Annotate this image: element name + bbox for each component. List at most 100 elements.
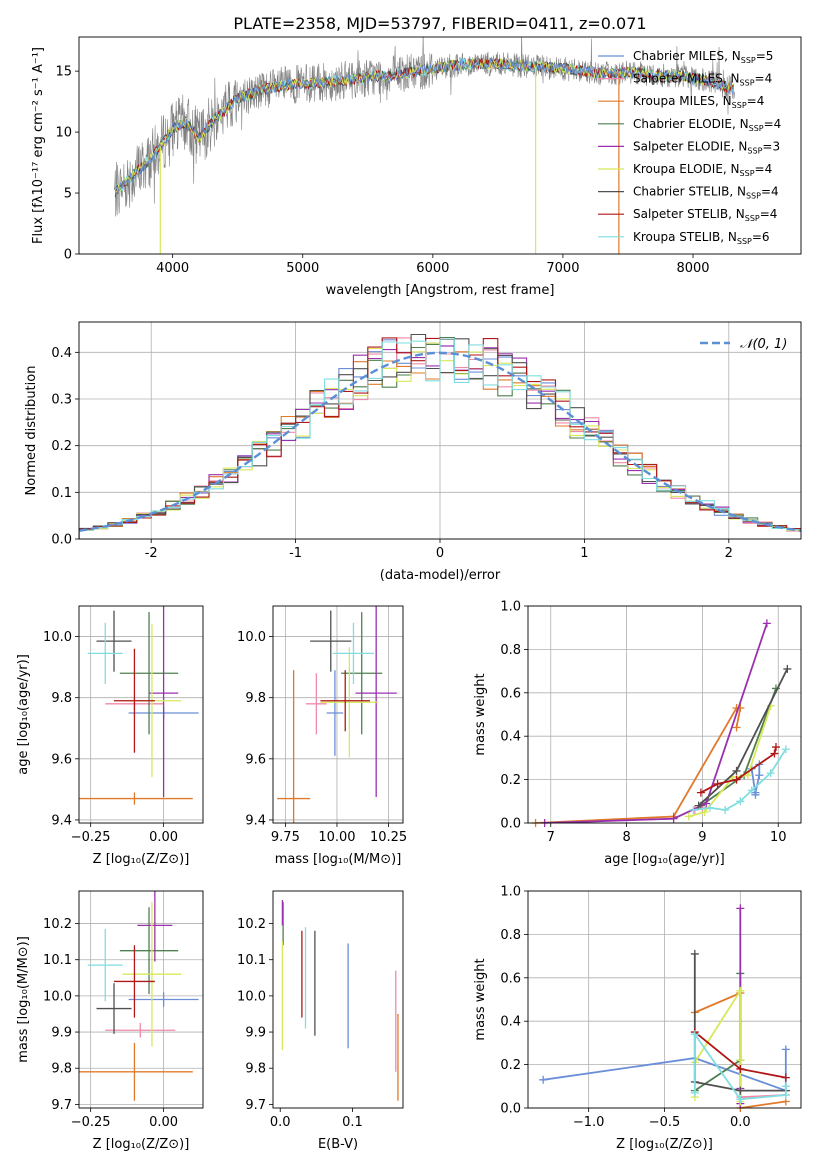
y-tick-label: 0.2 [500, 773, 521, 788]
weight-marker-salpeter-stelib [736, 1064, 745, 1073]
legend-subscript: SSP [747, 146, 762, 155]
weight-marker-kroupa-stelib [781, 1082, 790, 1091]
mass-vs-metallicity-panel: −0.25 0.00 9.7 9.8 9.9 10.0 10.1 10.2 Z [log₁₀(Z… [16, 890, 204, 1152]
x-tick-label: 1 [580, 546, 588, 561]
weight-marker-kroupa-elodie [700, 808, 709, 817]
y-tick-label: 0.0 [51, 533, 72, 548]
weight-marker-salpeter-stelib [770, 749, 779, 758]
x-tick-label: -1 [289, 546, 302, 561]
weight-marker-kroupa-stelib [736, 797, 745, 806]
plot-frame [78, 36, 802, 255]
y-tick-label: 9.8 [245, 691, 266, 706]
legend-count: =3 [762, 139, 780, 153]
weight-marker-salpeter-elodie [669, 814, 678, 823]
legend-subscript: SSP [740, 79, 755, 88]
weight-marker-kroupa-stelib [690, 1030, 699, 1039]
legend-entry-text: Salpeter STELIB, N [633, 207, 745, 221]
weight-marker-salpeter-elodie [762, 619, 771, 628]
x-axis-label: Z [log₁₀(Z/Z⊙)] [93, 1137, 190, 1152]
x-tick-label: 10 [770, 830, 787, 845]
y-axis-label: age [log₁₀(age/yr)] [16, 654, 31, 775]
age-vs-mass-panel: 9.75 10.00 10.25 9.4 9.6 9.8 10.0 mass [log₁₀(M… [237, 605, 407, 867]
weight-marker-chabrier-stelib [694, 801, 703, 810]
legend-subscript: SSP [732, 101, 747, 110]
y-tick-label: 0.1 [51, 486, 72, 501]
spectrum-panel: 4000 5000 6000 7000 8000 0 5 10 15 wavelength [An… [31, 36, 802, 298]
y-tick-label: 10.0 [237, 630, 266, 645]
legend-entry-kroupa-miles: Kroupa MILES, NSSP=4 [633, 94, 764, 110]
x-axis-label: Z [log₁₀(Z/Z⊙)] [93, 852, 190, 867]
figure-title: PLATE=2358, MJD=53797, FIBERID=0411, z=0… [233, 14, 646, 33]
weight-marker-salpeter-stelib [771, 743, 780, 752]
x-axis-label: (data-model)/error [380, 568, 501, 583]
legend-subscript: SSP [746, 192, 761, 201]
weight-marker-salpeter-stelib [696, 788, 705, 797]
x-tick-label: −1.0 [573, 1115, 605, 1130]
weight-vs-age-panel: 7 8 9 10 0.0 0.2 0.4 0.6 0.8 1.0 age [log₁₀(age/yr… [473, 600, 802, 867]
y-tick-label: 0.6 [500, 971, 521, 986]
y-tick-label: 9.9 [245, 1026, 266, 1041]
y-tick-label: 0.2 [500, 1058, 521, 1073]
x-tick-label: 7 [547, 830, 555, 845]
x-tick-label: 4000 [156, 261, 189, 276]
legend-entry-text: Salpeter MILES, N [633, 72, 740, 86]
weight-line-chabrier-stelib [693, 953, 786, 1092]
weight-marker-chabrier-stelib [690, 949, 699, 958]
y-tick-label: 0.2 [51, 439, 72, 454]
x-tick-label: −0.5 [649, 1115, 681, 1130]
age-vs-metallicity-panel: −0.25 0.00 9.4 9.6 9.8 10.0 Z [log₁₀(Z/Z⊙)] age… [16, 605, 204, 867]
mass-vs-ebv-panel: 0.0 0.1 9.7 9.8 9.9 10.0 10.1 10.2 E(B-V) [237, 890, 404, 1152]
y-tick-label: 9.8 [245, 1062, 266, 1077]
y-tick-label: 9.9 [51, 1026, 72, 1041]
weight-marker-salpeter-stelib [732, 775, 741, 784]
legend-count: =4 [755, 162, 773, 176]
y-tick-label: 0 [64, 248, 72, 263]
weight-marker-chabrier-stelib [732, 766, 741, 775]
legend-entry-salpeter-elodie: Salpeter ELODIE, NSSP=3 [633, 139, 780, 155]
legend-count: =5 [756, 49, 774, 63]
legend-count: =4 [761, 185, 779, 199]
x-axis-label: age [log₁₀(age/yr)] [604, 852, 725, 867]
legend-subscript: SSP [740, 169, 755, 178]
y-tick-label: 1.0 [500, 885, 521, 900]
y-tick-label: 0.0 [500, 817, 521, 832]
weight-line-salpeter-elodie [544, 623, 768, 823]
y-tick-label: 10.0 [237, 989, 266, 1004]
x-tick-label: −0.25 [71, 1115, 111, 1130]
plot-frame [272, 605, 404, 824]
x-tick-label: 10.00 [318, 830, 355, 845]
legend-entry-chabrier-miles: Chabrier MILES, NSSP=5 [633, 49, 773, 65]
plot-frame [527, 605, 802, 824]
x-tick-label: 0.00 [149, 830, 178, 845]
y-tick-label: 9.4 [51, 813, 72, 828]
legend-entry-text: Salpeter ELODIE, N [633, 139, 747, 153]
y-tick-label: 9.6 [51, 752, 72, 767]
model-spectrum-chabrier-miles [115, 57, 734, 194]
legend-count: =4 [747, 94, 765, 108]
y-tick-label: 10.2 [237, 917, 266, 932]
y-tick-label: 9.8 [51, 691, 72, 706]
y-tick-label: 10.0 [43, 989, 72, 1004]
weight-marker-kroupa-stelib [781, 1090, 790, 1099]
legend-entry-text: Chabrier STELIB, N [633, 185, 746, 199]
y-tick-label: 0.8 [500, 928, 521, 943]
weight-marker-salpeter-stelib [781, 1073, 790, 1082]
y-axis-label: Normed distribution [24, 366, 39, 496]
y-tick-label: 9.7 [51, 1098, 72, 1113]
x-tick-label: 0.1 [342, 1115, 363, 1130]
weight-marker-kroupa-stelib [781, 745, 790, 754]
weight-marker-kroupa-elodie [736, 1056, 745, 1065]
plot-frame [78, 321, 802, 540]
x-axis-label: wavelength [Angstrom, rest frame] [326, 283, 555, 298]
weight-marker-chabrier-miles [781, 1045, 790, 1054]
y-tick-label: 1.0 [500, 600, 521, 615]
y-tick-label: 9.4 [245, 813, 266, 828]
weight-marker-kroupa-stelib [721, 805, 730, 814]
legend-subscript: SSP [741, 56, 756, 65]
legend-entry-normal: 𝒩(0, 1) [740, 337, 787, 352]
y-tick-label: 0.4 [500, 1015, 521, 1030]
y-tick-label: 10.2 [43, 917, 72, 932]
legend-entry-salpeter-stelib: Salpeter STELIB, NSSP=4 [633, 207, 777, 223]
legend-entry-kroupa-elodie: Kroupa ELODIE, NSSP=4 [633, 162, 772, 178]
